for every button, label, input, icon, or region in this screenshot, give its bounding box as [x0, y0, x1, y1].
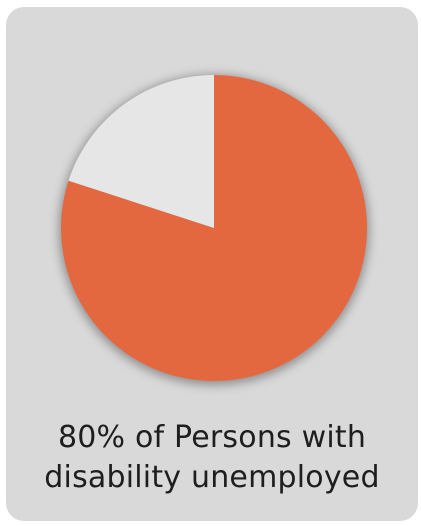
pie-slices [59, 75, 369, 385]
pie-chart [59, 75, 369, 385]
pie-chart-container [59, 75, 369, 385]
caption-line-2: disability unemployed [44, 460, 380, 495]
caption-line-1: 80% of Persons with [57, 420, 367, 455]
pie-slice-0 [60, 75, 367, 382]
caption: 80% of Persons with disability unemploye… [6, 418, 418, 498]
pie-slice-1 [68, 75, 215, 228]
